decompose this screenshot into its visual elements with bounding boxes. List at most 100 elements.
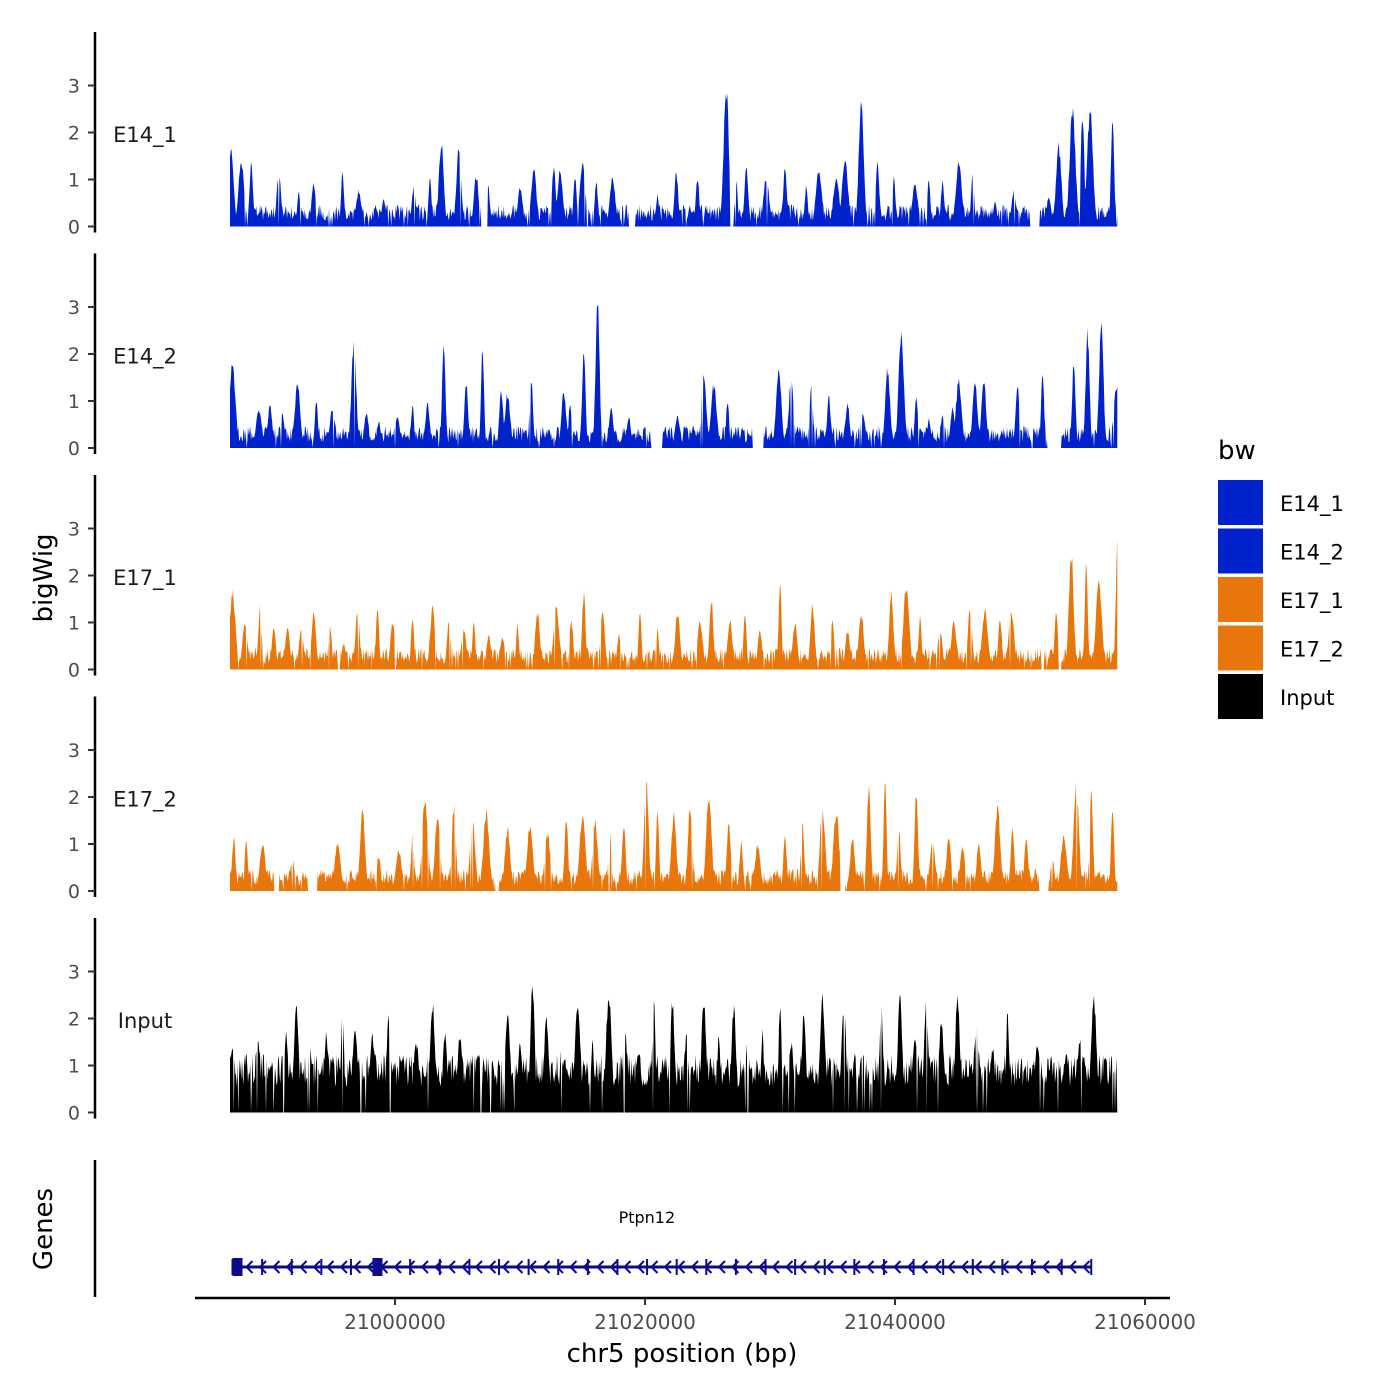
- y-tick-label: 3: [68, 297, 80, 319]
- y-tick-label: 2: [68, 123, 80, 145]
- strand-arrow: [798, 1260, 807, 1274]
- strand-arrow: [245, 1260, 254, 1274]
- strand-arrow: [893, 1260, 902, 1274]
- strand-arrow: [960, 1260, 969, 1274]
- strand-arrow: [339, 1260, 348, 1274]
- legend-entry-label: Input: [1280, 686, 1334, 710]
- y-tick-label: 3: [68, 962, 80, 984]
- strand-arrow: [1082, 1260, 1091, 1274]
- strand-arrow: [447, 1260, 456, 1274]
- strand-arrow: [461, 1260, 470, 1274]
- strand-arrow: [839, 1260, 848, 1274]
- gene-name-label: Ptpn12: [619, 1208, 676, 1227]
- x-axis: 21000000 21020000 21040000 21060000: [195, 1296, 1196, 1334]
- strand-arrow: [947, 1260, 956, 1274]
- strand-arrow: [1041, 1260, 1050, 1274]
- strand-arrow: [690, 1260, 699, 1274]
- y-tick-label: 2: [68, 787, 80, 809]
- y-tick-label: 1: [68, 391, 80, 413]
- strand-arrow: [299, 1260, 308, 1274]
- x-axis-label: chr5 position (bp): [567, 1339, 798, 1369]
- legend-swatch: [1218, 480, 1263, 525]
- strand-arrow: [920, 1260, 929, 1274]
- strand-arrow: [677, 1260, 686, 1274]
- coverage-area: [230, 781, 1118, 891]
- strand-arrow: [771, 1260, 780, 1274]
- strand-arrow: [420, 1260, 429, 1274]
- strand-arrow: [825, 1260, 834, 1274]
- strand-arrow: [366, 1260, 375, 1274]
- y-tick-label: 1: [68, 834, 80, 856]
- strand-arrow: [744, 1260, 753, 1274]
- gene-track: Ptpn12: [93, 1160, 1093, 1297]
- x-tick-label: 21060000: [1094, 1310, 1196, 1334]
- coverage-area: [230, 305, 1118, 448]
- strand-arrow: [785, 1260, 794, 1274]
- legend-entry-label: E17_2: [1280, 638, 1344, 663]
- legend-entry-label: E14_2: [1280, 541, 1344, 566]
- legend-swatch: [1218, 625, 1263, 671]
- y-tick-label: 1: [68, 170, 80, 192]
- strand-arrow: [1028, 1260, 1037, 1274]
- track-label: Input: [118, 1009, 172, 1033]
- strand-arrow: [596, 1260, 605, 1274]
- coverage-area: [230, 93, 1118, 227]
- strand-arrow: [312, 1260, 321, 1274]
- strand-arrow: [326, 1260, 335, 1274]
- track-e17-2: 0 1 2 3 E17_2: [68, 696, 1118, 903]
- strand-arrow: [555, 1260, 564, 1274]
- strand-arrow: [609, 1260, 618, 1274]
- strand-arrow: [1014, 1260, 1023, 1274]
- exon-block: [372, 1258, 383, 1276]
- y-tick-label: 3: [68, 740, 80, 762]
- strand-arrow: [866, 1260, 875, 1274]
- legend-swatch: [1218, 528, 1263, 574]
- strand-arrow: [906, 1260, 915, 1274]
- strand-arrow: [353, 1260, 362, 1274]
- strand-arrow: [501, 1260, 510, 1274]
- legend-entry-label: E17_1: [1280, 589, 1344, 614]
- y-tick-label: 2: [68, 566, 80, 588]
- strand-arrow: [1055, 1260, 1064, 1274]
- y-tick-label: 0: [68, 881, 80, 903]
- legend-entry-label: E14_1: [1280, 492, 1344, 517]
- strand-arrow: [933, 1260, 942, 1274]
- strand-arrow: [812, 1260, 821, 1274]
- y-tick-label: 0: [68, 660, 80, 682]
- track-e14-1: 0 1 2 3 E14_1: [68, 32, 1118, 239]
- strand-arrow: [650, 1260, 659, 1274]
- y-tick-label: 3: [68, 76, 80, 98]
- strand-arrow: [528, 1260, 537, 1274]
- tracks: 0 1 2 3 E14_1 0 1 2 3 E14_2 0 1 2 3 E17_1 0 1 2 3 E17_2 0 1 2 3…: [68, 32, 1118, 1125]
- strand-arrow: [1068, 1260, 1077, 1274]
- legend-swatch: [1218, 674, 1263, 719]
- y-tick-label: 0: [68, 438, 80, 460]
- track-label: E14_2: [113, 345, 177, 370]
- track-input: 0 1 2 3 Input: [68, 918, 1118, 1125]
- legend: bw E14_1 E14_2 E17_1 E17_2 Input: [1218, 436, 1344, 719]
- y-tick-label: 1: [68, 1056, 80, 1078]
- strand-arrow: [636, 1260, 645, 1274]
- strand-arrow: [623, 1260, 632, 1274]
- gene-track-label: Genes: [29, 1188, 59, 1270]
- x-tick-label: 21000000: [344, 1310, 446, 1334]
- strand-arrow: [407, 1260, 416, 1274]
- y-tick-label: 2: [68, 1009, 80, 1031]
- strand-arrow: [974, 1260, 983, 1274]
- y-tick-label: 1: [68, 613, 80, 635]
- exon-block: [232, 1258, 243, 1276]
- strand-arrow: [758, 1260, 767, 1274]
- x-tick-label: 21020000: [594, 1310, 696, 1334]
- track-e14-2: 0 1 2 3 E14_2: [68, 253, 1118, 460]
- legend-swatch: [1218, 577, 1263, 622]
- strand-arrow: [393, 1260, 402, 1274]
- track-label: E17_2: [113, 788, 177, 813]
- legend-title: bw: [1218, 436, 1256, 466]
- strand-arrow: [987, 1260, 996, 1274]
- strand-arrow: [542, 1260, 551, 1274]
- coverage-area: [230, 538, 1118, 670]
- y-tick-label: 3: [68, 519, 80, 541]
- strand-arrow: [258, 1260, 267, 1274]
- strand-arrow: [515, 1260, 524, 1274]
- strand-arrow: [569, 1260, 578, 1274]
